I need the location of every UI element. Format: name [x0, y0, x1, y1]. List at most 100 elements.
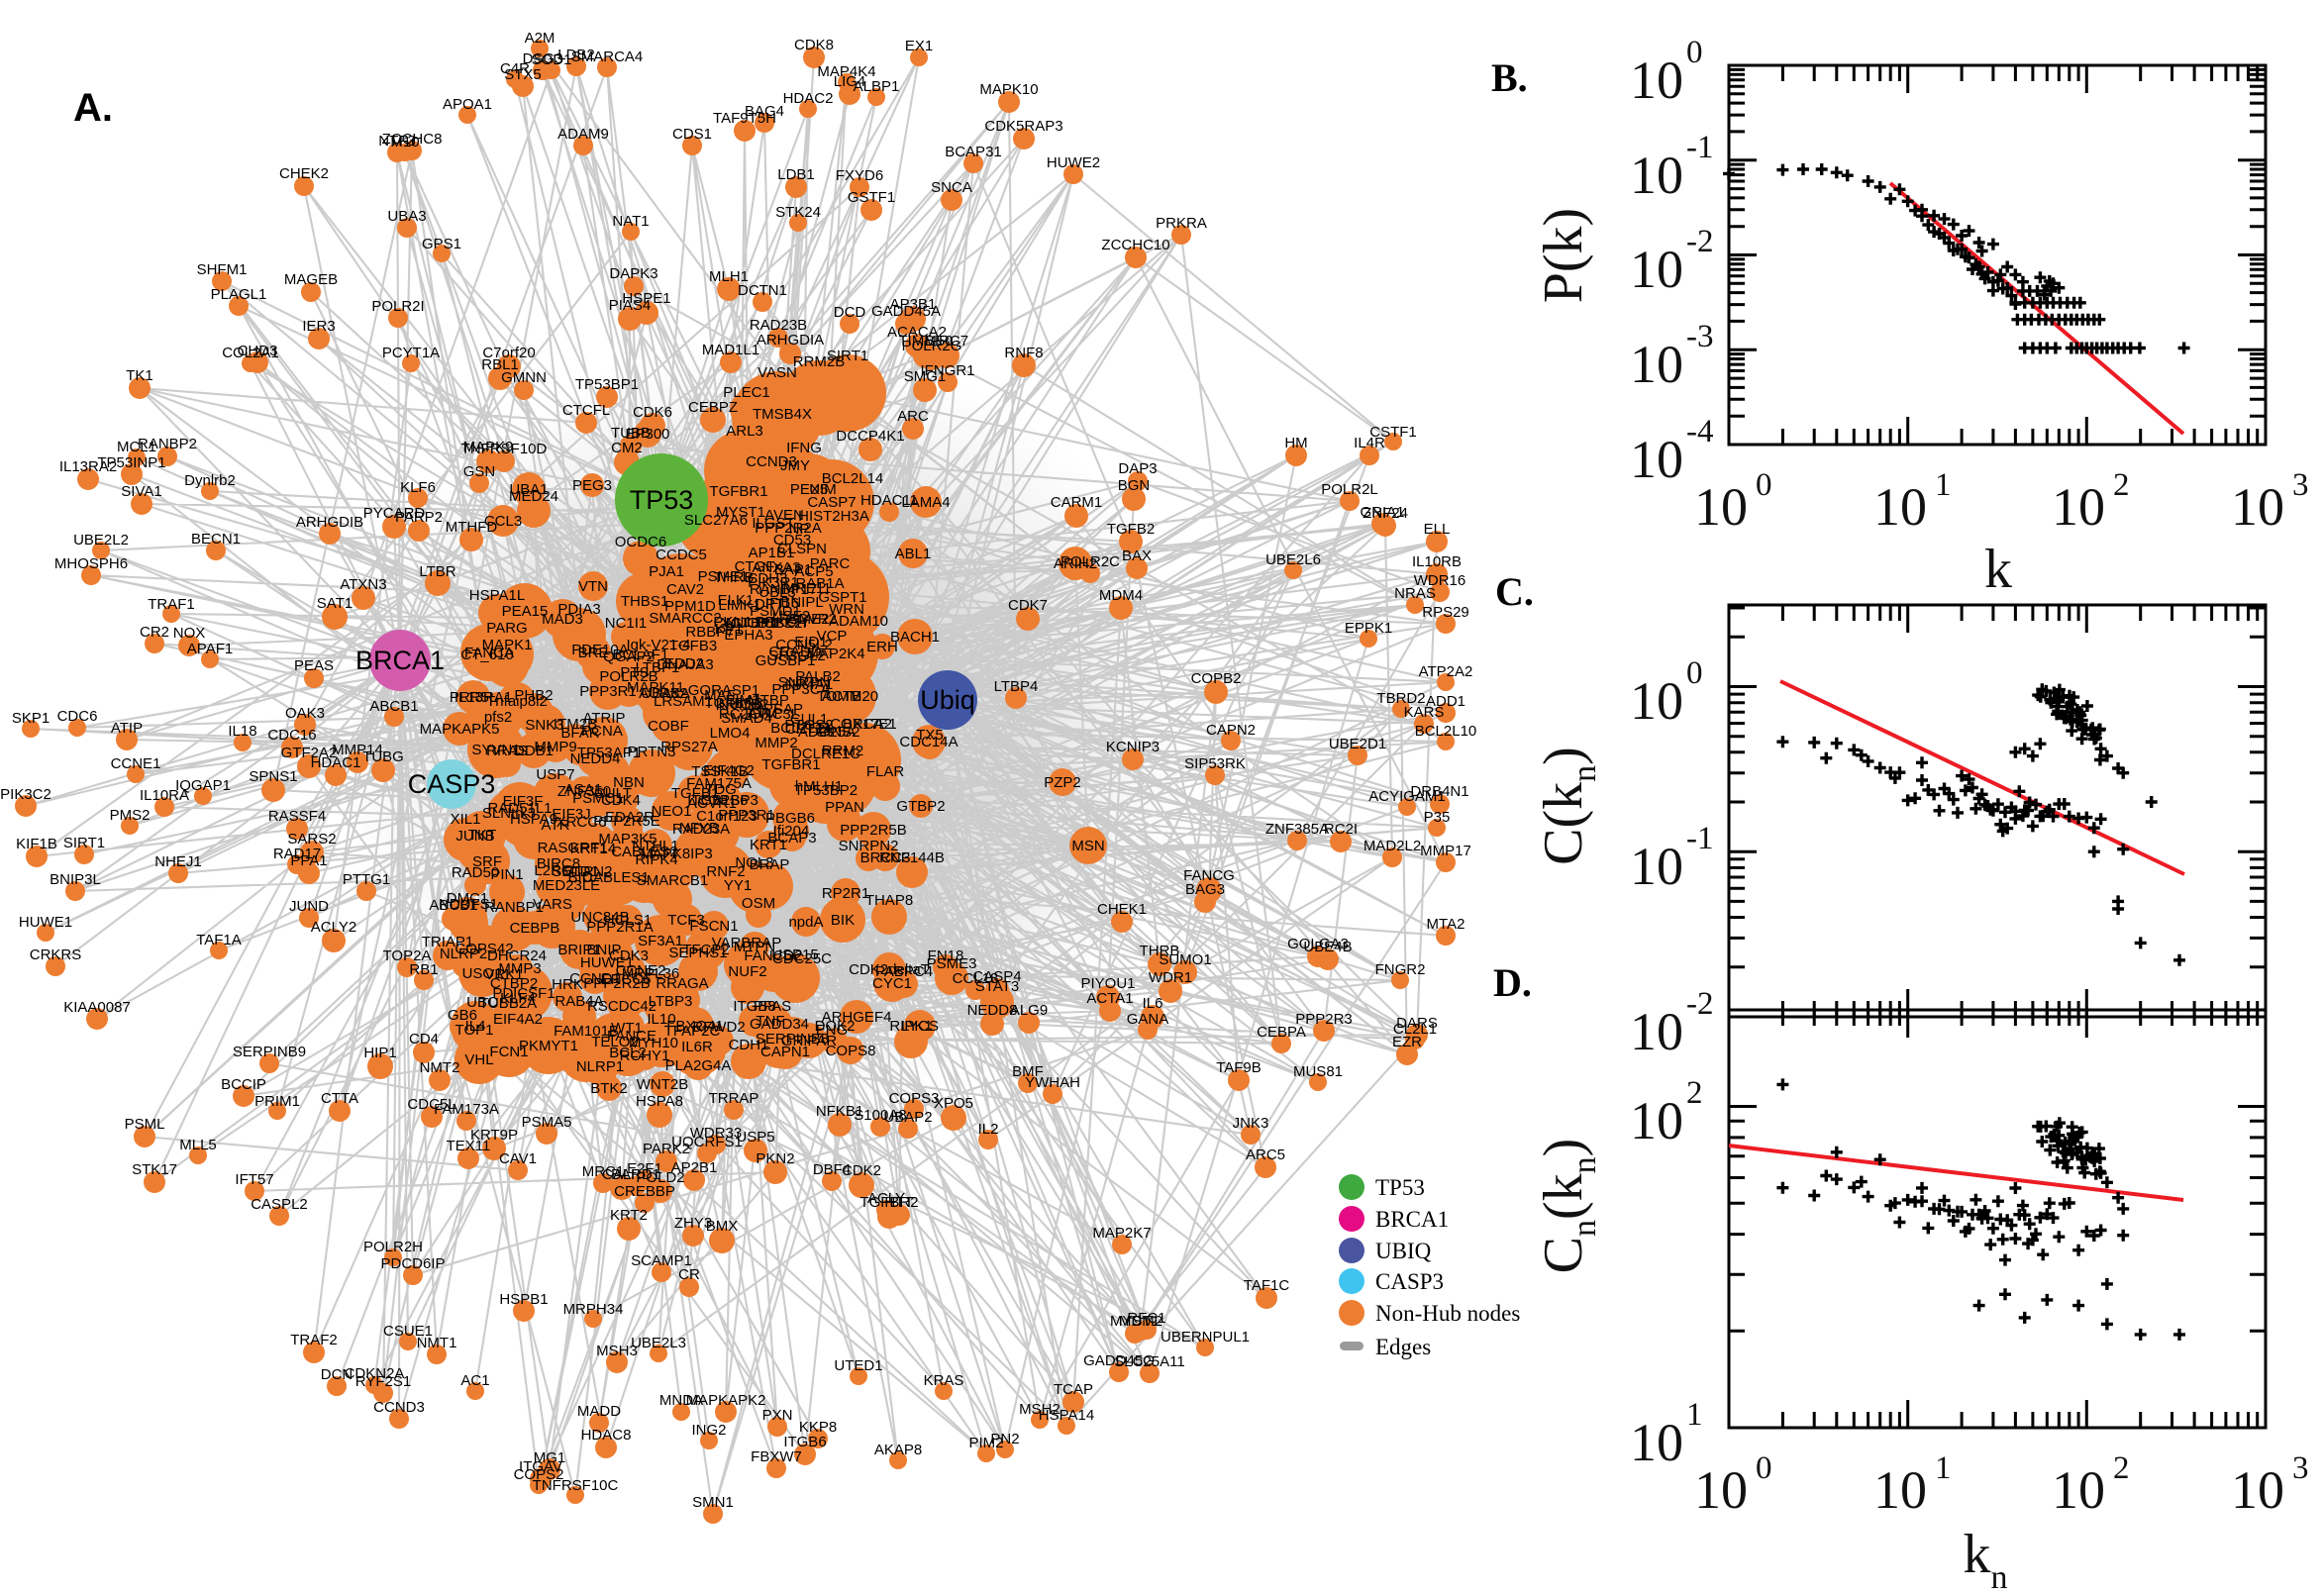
svg-text:PRR5L: PRR5L: [450, 689, 497, 706]
svg-text:CDS1: CDS1: [672, 126, 712, 143]
svg-text:AURKA: AURKA: [639, 685, 690, 702]
svg-text:COPS42: COPS42: [454, 941, 513, 957]
svg-text:YY1: YY1: [724, 877, 752, 894]
svg-text:PJA1: PJA1: [649, 563, 684, 580]
svg-text:RAD51L1: RAD51L1: [487, 800, 552, 817]
svg-text:SF3A1: SF3A1: [638, 933, 683, 949]
svg-text:10: 10: [1873, 1460, 1927, 1520]
svg-text:ADAM9: ADAM9: [557, 126, 609, 143]
svg-text:HSPB1: HSPB1: [499, 1291, 548, 1308]
svg-text:BACH1: BACH1: [890, 629, 940, 646]
svg-text:GUSBP1: GUSBP1: [756, 652, 816, 669]
svg-text:PBGB6: PBGB6: [765, 810, 815, 827]
svg-text:BRE: BRE: [578, 645, 609, 661]
svg-text:CCNE1: CCNE1: [111, 755, 161, 772]
svg-text:RNF2: RNF2: [706, 863, 745, 880]
svg-text:PIK3R1: PIK3R1: [748, 574, 799, 591]
svg-text:BTK2: BTK2: [590, 1080, 628, 1097]
svg-text:CTTA: CTTA: [321, 1090, 358, 1107]
svg-text:RAB1A: RAB1A: [795, 575, 844, 592]
svg-text:ITGB1BP3: ITGB1BP3: [687, 792, 758, 809]
svg-text:NTHL1: NTHL1: [632, 838, 679, 854]
svg-text:CDK4: CDK4: [601, 792, 641, 809]
svg-text:BAX: BAX: [1122, 548, 1152, 564]
svg-text:FANCA: FANCA: [464, 645, 514, 661]
svg-text:LTBR: LTBR: [419, 563, 455, 580]
svg-text:-2: -2: [1686, 224, 1714, 259]
svg-text:SMARCC2: SMARCC2: [649, 610, 721, 627]
svg-text:TOMM20: TOMM20: [817, 688, 878, 705]
svg-text:NHEJ1: NHEJ1: [154, 853, 202, 870]
svg-text:PRIM1: PRIM1: [254, 1093, 300, 1110]
svg-text:POLR2B: POLR2B: [599, 668, 657, 685]
svg-text:PSME3: PSME3: [927, 955, 977, 972]
svg-text:PRKCH: PRKCH: [756, 614, 808, 631]
svg-text:PXN: PXN: [762, 1407, 793, 1424]
svg-text:SRF: SRF: [472, 853, 502, 870]
svg-text:BIRC7: BIRC7: [925, 333, 968, 349]
svg-text:ARHGDIB: ARHGDIB: [296, 514, 363, 531]
svg-text:TNFRSF10D: TNFRSF10D: [461, 441, 548, 457]
svg-text:KP1: KP1: [715, 621, 743, 638]
svg-text:CCL3: CCL3: [484, 513, 522, 530]
svg-text:STK24: STK24: [775, 204, 821, 221]
svg-text:0: 0: [1756, 1450, 1772, 1486]
svg-text:MUS81: MUS81: [1293, 1063, 1343, 1080]
svg-text:PPP3R1: PPP3R1: [718, 807, 775, 824]
svg-text:LDB2: LDB2: [557, 47, 595, 63]
svg-text:PYCARD: PYCARD: [363, 505, 426, 522]
svg-text:ATXN3: ATXN3: [340, 576, 386, 593]
svg-text:MAP4K4: MAP4K4: [817, 63, 875, 80]
svg-text:PTTG1: PTTG1: [343, 871, 390, 888]
svg-text:PDICSF1: PDICSF1: [492, 985, 555, 1002]
svg-text:MAP2K7: MAP2K7: [1092, 1225, 1151, 1242]
svg-text:CDK6: CDK6: [633, 404, 672, 421]
svg-text:ATM: ATM: [748, 705, 778, 722]
svg-text:DPT: DPT: [755, 596, 784, 613]
svg-text:UIM: UIM: [809, 481, 837, 498]
svg-text:M10: M10: [390, 134, 419, 150]
svg-text:HDAC1: HDAC1: [311, 754, 361, 771]
svg-text:CHEK2: CHEK2: [279, 165, 329, 182]
svg-text:RB1: RB1: [409, 961, 438, 978]
svg-text:CARM1: CARM1: [1051, 494, 1103, 511]
svg-text:k: k: [1984, 539, 2012, 600]
svg-text:MAD2L2: MAD2L2: [1364, 838, 1421, 854]
svg-text:IL10RA: IL10RA: [140, 787, 189, 804]
svg-text:EIF3F: EIF3F: [503, 793, 544, 810]
svg-text:GADD45A: GADD45A: [871, 303, 941, 320]
svg-text:PPAN: PPAN: [825, 799, 864, 816]
svg-text:CABLES1: CABLES1: [582, 869, 650, 886]
svg-text:GTBP2: GTBP2: [896, 798, 945, 815]
svg-text:NEDD8: NEDD8: [967, 1002, 1018, 1019]
svg-text:MCL1: MCL1: [117, 439, 156, 455]
svg-text:SMARCA4: SMARCA4: [571, 49, 644, 65]
svg-text:PDE10A: PDE10A: [571, 642, 629, 658]
svg-text:ACTB: ACTB: [822, 688, 861, 705]
svg-text:SNK3: SNK3: [525, 717, 563, 734]
svg-text:BID: BID: [567, 869, 592, 886]
svg-text:RC2I: RC2I: [719, 706, 753, 723]
svg-text:KRT14: KRT14: [570, 841, 616, 857]
svg-text:UQCRFS1: UQCRFS1: [671, 1134, 743, 1150]
svg-text:PPP2R3: PPP2R3: [1295, 1011, 1353, 1028]
svg-text:UBE2L3: UBE2L3: [631, 1335, 686, 1351]
svg-text:EIF3J: EIF3J: [552, 806, 590, 823]
svg-text:CSUE1: CSUE1: [383, 1323, 433, 1340]
svg-text:3: 3: [2292, 467, 2309, 503]
svg-text:RRM2B: RRM2B: [793, 353, 846, 370]
svg-text:UBERNPUL1: UBERNPUL1: [1161, 1329, 1250, 1346]
svg-text:DRB4N1: DRB4N1: [1410, 783, 1468, 800]
svg-text:Non-Hub nodes: Non-Hub nodes: [1375, 1301, 1520, 1326]
svg-text:FANCG: FANCG: [1183, 867, 1235, 884]
svg-text:CR2: CR2: [140, 624, 169, 641]
svg-text:KIAA0087: KIAA0087: [63, 999, 131, 1016]
svg-text:TGFB1: TGFB1: [671, 785, 719, 802]
svg-text:RNF144B: RNF144B: [879, 849, 945, 866]
svg-text:-4: -4: [1686, 414, 1714, 449]
svg-text:JUND: JUND: [289, 898, 329, 915]
svg-text:PEX5: PEX5: [790, 481, 828, 498]
svg-text:TDG: TDG: [705, 781, 737, 798]
svg-text:DSG3: DSG3: [523, 50, 563, 67]
svg-text:L2RG: L2RG: [534, 862, 572, 879]
